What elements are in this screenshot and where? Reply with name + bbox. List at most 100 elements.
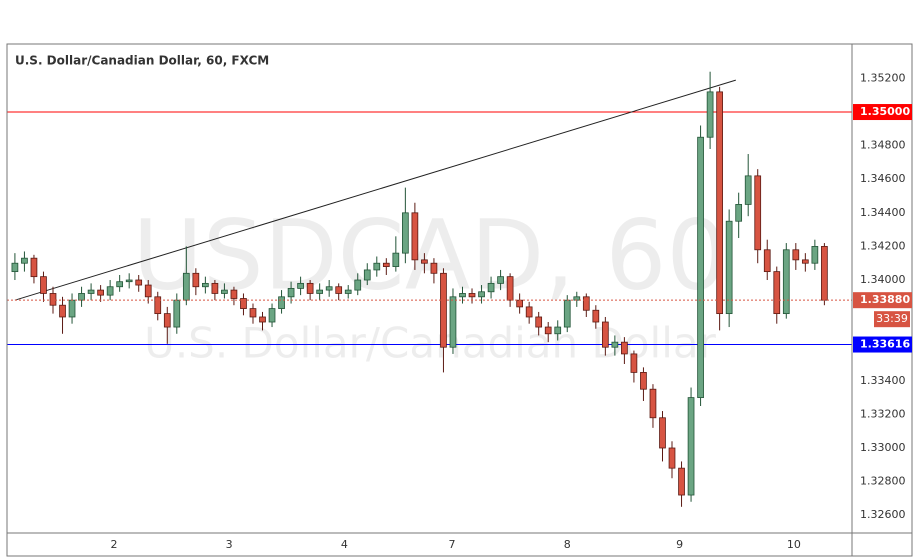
y-tick-label: 1.33000	[860, 441, 906, 454]
candle-body	[792, 249, 800, 261]
candle-body	[744, 175, 752, 205]
candle-body	[363, 269, 371, 281]
candle-body	[459, 293, 466, 298]
watermark-symbol: USDCAD, 60	[133, 199, 728, 311]
candle-body	[144, 284, 152, 298]
candle-body	[659, 417, 666, 449]
last-price-label: 1.33880	[860, 293, 910, 306]
y-tick-label: 1.33400	[860, 374, 906, 387]
y-tick-label: 1.34800	[860, 139, 906, 152]
candle-body	[182, 272, 190, 301]
candle-body	[344, 289, 352, 294]
candle-body	[97, 289, 104, 296]
candle-body	[621, 341, 628, 355]
candle-body	[811, 246, 819, 264]
candle-body	[40, 276, 47, 294]
x-tick-label: 3	[226, 538, 233, 551]
candle-body	[582, 296, 590, 311]
candle-body	[563, 299, 571, 328]
candle-body	[68, 299, 76, 318]
countdown-label: 33:39	[876, 312, 908, 325]
candle-body	[249, 308, 257, 318]
candle-body	[135, 279, 143, 286]
candle-body	[821, 246, 828, 301]
candle-body	[497, 276, 504, 284]
x-tick-label: 9	[676, 538, 683, 551]
candle-body	[259, 316, 266, 323]
candle-body	[297, 282, 304, 289]
x-tick-label: 7	[449, 538, 456, 551]
candle-body	[87, 289, 95, 294]
y-tick-label: 1.32800	[860, 475, 906, 488]
candle-body	[287, 288, 295, 298]
candle-body	[611, 341, 619, 348]
candle-body	[706, 91, 714, 138]
candle-body	[11, 262, 19, 273]
candle-body	[382, 262, 390, 267]
labels: 1.35200 1.34800 1.34600 1.34400 1.34200 1.340…	[110, 71, 912, 551]
y-tick-label: 1.35200	[860, 71, 906, 84]
candle-body	[78, 293, 85, 301]
candle-body	[573, 296, 581, 301]
candle-body	[725, 220, 733, 315]
candle-body	[154, 296, 162, 315]
candle-body	[373, 262, 381, 271]
candle-body	[335, 286, 343, 294]
candle-body	[544, 326, 552, 335]
candle-body	[668, 447, 676, 469]
candle-body	[230, 289, 238, 299]
candle-body	[21, 257, 28, 264]
candle-body	[630, 353, 638, 373]
candle-body	[116, 281, 124, 288]
candle-body	[59, 304, 66, 318]
candle-body	[687, 397, 695, 496]
candle-body	[697, 136, 704, 399]
candle-body	[173, 299, 181, 328]
chart-title: U.S. Dollar/Canadian Dollar, 60, FXCM	[15, 54, 269, 68]
x-tick-label: 10	[787, 538, 801, 551]
marks	[7, 71, 852, 507]
candle-body	[268, 308, 276, 323]
candle-body	[306, 282, 314, 294]
candle-body	[478, 291, 485, 298]
candle-body	[773, 271, 781, 315]
candle-body	[782, 249, 790, 315]
x-tick-label: 8	[564, 538, 571, 551]
candle-body	[487, 282, 495, 293]
candle-body	[716, 91, 723, 315]
last-price-box	[853, 292, 912, 309]
price-label-box	[853, 104, 912, 121]
candle-body	[325, 286, 333, 291]
candle-body	[49, 293, 57, 306]
y-tick-label: 1.34000	[860, 273, 906, 286]
candle-body	[125, 279, 133, 283]
candle-body	[430, 262, 438, 274]
candle-body	[535, 316, 543, 328]
candle-body	[421, 259, 428, 264]
y-tick-label: 1.34400	[860, 206, 906, 219]
price-label-box	[853, 336, 912, 353]
price-label: 1.33616	[860, 338, 910, 351]
candle-body	[402, 212, 409, 254]
candle-body	[411, 212, 419, 261]
candle-body	[278, 296, 285, 309]
candle-body	[440, 272, 447, 348]
candle-body	[202, 282, 209, 288]
candle-body	[354, 279, 362, 291]
candle-body	[240, 298, 247, 309]
candle-body	[449, 296, 457, 348]
candle-body	[678, 467, 685, 496]
candle-body	[192, 272, 200, 288]
candle-body	[554, 326, 562, 335]
candle-body	[801, 259, 809, 264]
candle-body	[754, 175, 762, 251]
price-label: 1.35000	[860, 105, 910, 118]
candle-body	[163, 313, 171, 328]
candle-body	[506, 276, 514, 301]
y-tick-label: 1.32600	[860, 508, 906, 521]
x-tick-label: 2	[110, 538, 117, 551]
candle-body	[525, 306, 533, 318]
candle-body	[30, 257, 38, 278]
candle-body	[221, 289, 228, 294]
